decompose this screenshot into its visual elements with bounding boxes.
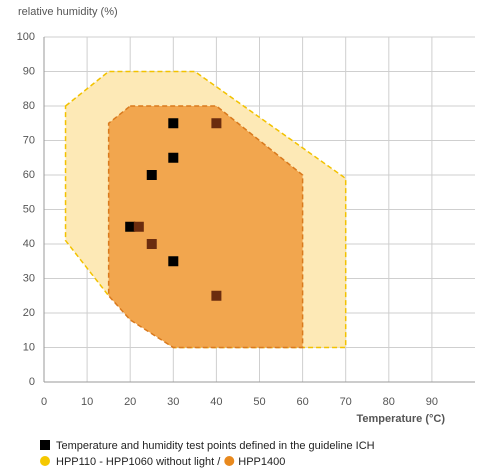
x-tick-label: 50 (253, 396, 265, 408)
x-tick-label: 40 (210, 396, 222, 408)
y-tick-label: 80 (23, 100, 35, 112)
y-axis-label: relative humidity (%) (18, 6, 118, 18)
y-tick-label: 100 (17, 31, 35, 43)
y-tick-label: 0 (29, 376, 35, 388)
point (125, 221, 136, 232)
x-tick-label: 80 (383, 396, 395, 408)
legend-swatch (224, 456, 235, 466)
x-axis-label: Temperature (°C) (356, 413, 445, 425)
y-tick-label: 10 (23, 341, 35, 353)
point (168, 152, 179, 163)
legend-swatch (40, 440, 50, 450)
legend-label: HPP110 - HPP1060 without light / (56, 456, 221, 468)
y-tick-label: 70 (23, 134, 35, 146)
point (168, 256, 179, 267)
area (107, 105, 304, 349)
point (211, 290, 222, 301)
x-tick-label: 60 (296, 396, 308, 408)
point (211, 118, 222, 129)
x-tick-label: 0 (41, 396, 47, 408)
x-tick-label: 10 (81, 396, 93, 408)
y-tick-label: 60 (23, 169, 35, 181)
legend-label: HPP1400 (238, 456, 285, 468)
point (133, 221, 144, 232)
x-tick-label: 70 (340, 396, 352, 408)
y-tick-label: 40 (23, 238, 35, 250)
y-tick-label: 30 (23, 272, 35, 284)
point (146, 170, 157, 180)
legend-label: Temperature and humidity test points def… (56, 440, 375, 452)
y-tick-label: 20 (23, 307, 35, 319)
y-tick-label: 90 (23, 65, 35, 77)
x-tick-label: 30 (167, 396, 179, 408)
legend: Temperature and humidity test points def… (40, 440, 375, 468)
point (168, 118, 179, 129)
legend-swatch (40, 456, 50, 466)
point (146, 239, 157, 249)
x-tick-label: 20 (124, 396, 136, 408)
y-tick-label: 50 (23, 203, 35, 215)
x-tick-label: 90 (426, 396, 438, 408)
